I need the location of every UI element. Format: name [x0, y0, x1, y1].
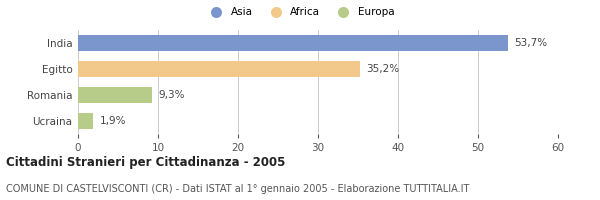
Text: 1,9%: 1,9% — [100, 116, 126, 126]
Legend: Asia, Africa, Europa: Asia, Africa, Europa — [203, 5, 397, 19]
Text: 9,3%: 9,3% — [159, 90, 185, 100]
Text: COMUNE DI CASTELVISCONTI (CR) - Dati ISTAT al 1° gennaio 2005 - Elaborazione TUT: COMUNE DI CASTELVISCONTI (CR) - Dati IST… — [6, 184, 469, 194]
Bar — [78, 87, 152, 103]
Text: 35,2%: 35,2% — [366, 64, 399, 74]
Text: Cittadini Stranieri per Cittadinanza - 2005: Cittadini Stranieri per Cittadinanza - 2… — [6, 156, 286, 169]
Text: 53,7%: 53,7% — [514, 38, 547, 48]
Bar — [78, 61, 359, 77]
Bar — [78, 35, 508, 51]
Bar — [78, 113, 93, 129]
